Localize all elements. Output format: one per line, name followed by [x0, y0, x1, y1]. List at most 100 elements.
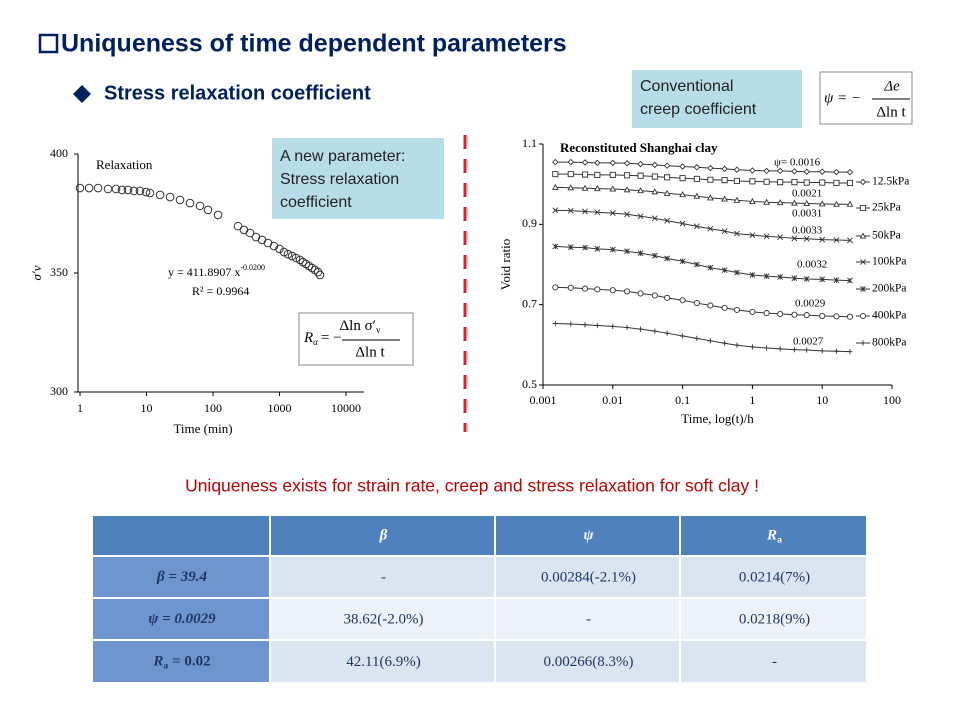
annotation: 0.0032 [797, 259, 827, 271]
cell-text: β = 39.4 [156, 569, 207, 585]
series-line [555, 186, 850, 205]
data-point [693, 192, 701, 199]
cell-symbol: β [379, 528, 388, 544]
x-tick-label: 0.001 [530, 393, 557, 407]
data-point [637, 290, 644, 297]
data-point [803, 276, 810, 282]
data-point [846, 200, 854, 207]
creep-box [632, 70, 802, 128]
legend-label: 200kPa [872, 283, 907, 295]
cell-text: - [586, 611, 591, 627]
annotation: ψ= 0.0016 [774, 157, 821, 169]
data-point [791, 275, 798, 282]
formula-creep: ψ = − Δe Δln t [819, 71, 913, 125]
data-point [803, 312, 810, 319]
cell-text: ψ [583, 528, 594, 544]
cell-text: 42.11(6.9%) [346, 654, 420, 670]
formula-lhs: Rα = − [303, 330, 342, 347]
data-point [582, 244, 588, 251]
x-tick-label: 100 [883, 393, 901, 407]
data-point [594, 286, 601, 293]
table-cell [93, 516, 269, 555]
data-point [594, 322, 600, 329]
data-point [135, 186, 145, 196]
formula-den: Δln t [355, 344, 385, 360]
data-point [637, 250, 644, 257]
y-tick-label: 0.5 [522, 377, 537, 391]
data-point [733, 230, 740, 237]
data-point [315, 270, 325, 280]
data-point [103, 184, 113, 194]
legend-marker [860, 259, 866, 265]
data-point [791, 179, 798, 186]
data-point [721, 165, 728, 173]
data-point [693, 175, 700, 182]
data-point [593, 185, 601, 192]
data-point [776, 167, 784, 175]
legend-marker [859, 232, 867, 239]
data-point [847, 349, 853, 355]
data-point [721, 177, 728, 184]
data-point [734, 342, 740, 348]
table-cell [496, 516, 679, 555]
data-point [637, 172, 644, 179]
data-point [721, 304, 728, 311]
table-cell [496, 641, 679, 682]
data-point [552, 158, 559, 166]
data-point [833, 313, 840, 320]
data-point [819, 276, 826, 283]
cell-symbol: β = 39.4 [156, 569, 207, 585]
data-point [165, 192, 175, 202]
data-point [245, 228, 255, 238]
cell-symbol: R [766, 528, 777, 544]
data-point [846, 168, 854, 176]
data-point [707, 176, 714, 183]
table-cell [496, 599, 679, 639]
data-point [623, 172, 631, 179]
data-point [777, 310, 784, 317]
data-point [624, 211, 630, 218]
data-point [609, 171, 616, 178]
series-line [555, 173, 850, 184]
y-tick-label: 0.7 [522, 296, 537, 310]
series-line [555, 209, 850, 241]
data-point [749, 232, 756, 239]
data-point [749, 178, 756, 185]
data-point [763, 167, 770, 175]
cell-text: 0.00266(8.3%) [544, 654, 634, 670]
data-point [609, 246, 616, 253]
data-point [594, 245, 601, 252]
equation-text: y = 411.8907 x [168, 265, 240, 279]
annotation: 0.0029 [795, 298, 826, 310]
data-point [93, 183, 103, 193]
data-point [582, 322, 588, 328]
formula-frame [298, 312, 414, 366]
data-point [733, 166, 741, 173]
data-point [637, 326, 644, 332]
data-point [777, 346, 783, 352]
data-point [763, 273, 770, 280]
data-point [195, 201, 205, 211]
data-point [846, 179, 854, 187]
data-point [567, 158, 575, 166]
data-point [763, 198, 771, 205]
data-point [637, 187, 644, 194]
data-point [803, 199, 811, 206]
data-point [707, 194, 714, 201]
data-point [707, 164, 714, 172]
formula-sub: α [313, 337, 318, 347]
data-point [637, 213, 644, 220]
data-point [777, 274, 784, 280]
data-point [313, 267, 323, 277]
data-point [733, 196, 741, 203]
y-tick-label: 0.9 [522, 216, 537, 230]
data-point [721, 267, 728, 274]
data-point [145, 188, 155, 198]
cell-text: 0.00284(-2.1%) [541, 569, 636, 585]
new-parameter-box [272, 138, 444, 219]
data-point [833, 348, 840, 354]
box-text: creep coefficient [640, 101, 757, 118]
data-point [141, 187, 151, 197]
data-point [567, 171, 574, 178]
